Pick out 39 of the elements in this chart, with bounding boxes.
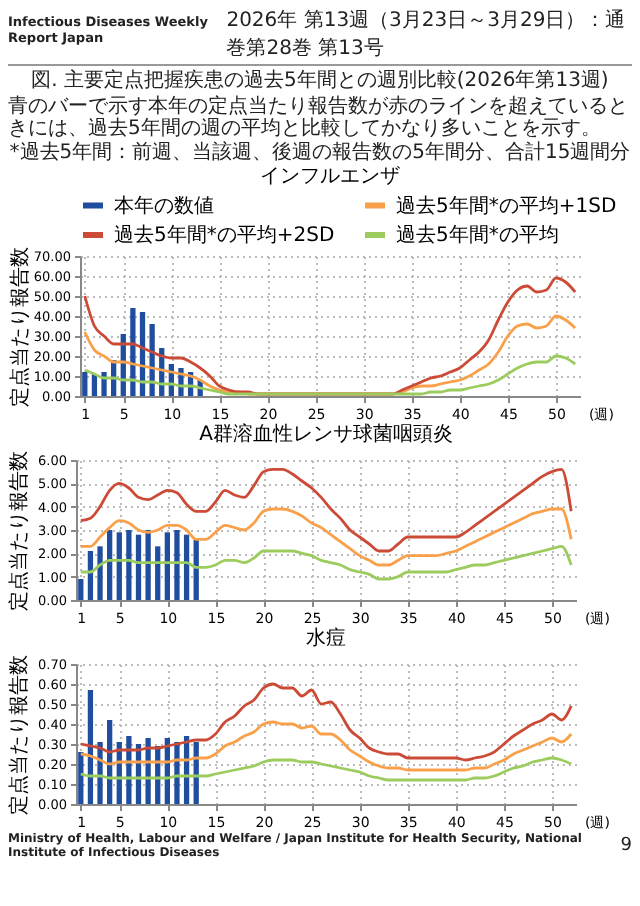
- bar: [78, 752, 84, 804]
- chart-title: A群溶血性レンサ球菌咽頭炎: [199, 422, 453, 446]
- text: 9: [620, 835, 632, 855]
- legend-label: 過去5年間*の平均+2SD: [114, 223, 335, 247]
- text: *過去5年間：前週、当該週、後週の報告数の5年間分、合計15週間分: [8, 142, 632, 164]
- y-axis-title: 定点当たり報告数: [7, 247, 32, 407]
- bar: [130, 308, 136, 396]
- bar: [107, 530, 113, 600]
- bar: [145, 530, 151, 600]
- line-series: [79, 544, 573, 581]
- bar: [135, 534, 142, 600]
- bar: [82, 372, 88, 396]
- bar: [183, 534, 190, 600]
- text: 図. 主要定点把握疾患の過去5年間との週別比較(2026年第13週): [29, 70, 611, 94]
- bar: [97, 546, 103, 600]
- bar: [164, 532, 170, 600]
- bar: [145, 738, 151, 804]
- legend-label: 過去5年間*の平均+1SD: [396, 193, 617, 218]
- line-series: [79, 682, 573, 762]
- legend-label: 過去5年間*の平均: [396, 223, 559, 247]
- legend-label: 本年の数値: [114, 193, 214, 218]
- bar: [116, 532, 122, 600]
- chart-title: 水痘: [306, 626, 346, 650]
- line-series: [79, 467, 573, 553]
- line-series: [79, 720, 573, 772]
- bar: [126, 530, 132, 600]
- text: 2026年 第13週（3月23日～3月29日）：通巻第28巻 第13号: [226, 7, 628, 62]
- bar: [78, 579, 84, 600]
- y-axis-title: 定点当たり報告数: [7, 451, 31, 611]
- line-series: [83, 354, 577, 396]
- bar: [174, 530, 180, 600]
- y-axis-title: 定点当たり報告数: [7, 655, 31, 815]
- text: 青のバーで示す本年の定点当たり報告数が赤のラインを超えているときには、過去5年間の週の平均と比較してかなり多いことを示す。: [8, 96, 630, 140]
- bar: [87, 551, 94, 600]
- line-series: [79, 507, 573, 567]
- chart-title: インフルエンザ: [260, 166, 400, 188]
- bar: [126, 736, 132, 804]
- line-series: [79, 756, 573, 782]
- bar: [155, 546, 161, 600]
